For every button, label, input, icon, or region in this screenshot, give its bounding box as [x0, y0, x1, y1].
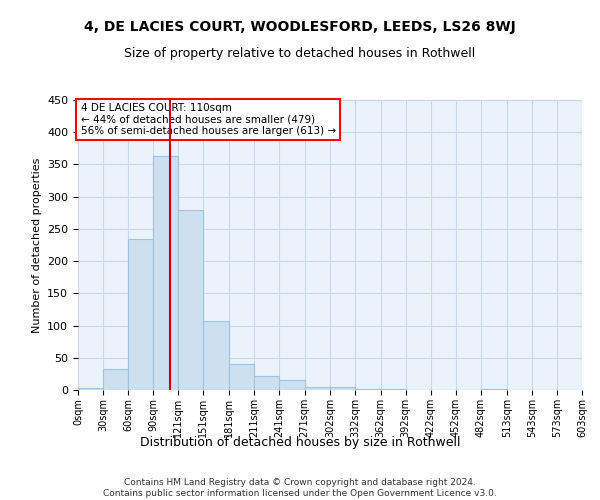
Bar	[103, 370, 128, 390]
Bar	[229, 364, 254, 390]
Y-axis label: Number of detached properties: Number of detached properties	[32, 158, 41, 332]
Bar	[78, 388, 103, 390]
Bar	[280, 380, 305, 390]
Text: 4 DE LACIES COURT: 110sqm
← 44% of detached houses are smaller (479)
56% of semi: 4 DE LACIES COURT: 110sqm ← 44% of detac…	[80, 103, 335, 136]
Bar	[128, 238, 153, 390]
Bar	[254, 376, 280, 390]
Bar	[153, 156, 178, 390]
Text: 4, DE LACIES COURT, WOODLESFORD, LEEDS, LS26 8WJ: 4, DE LACIES COURT, WOODLESFORD, LEEDS, …	[84, 20, 516, 34]
Bar	[178, 210, 203, 390]
Bar	[481, 388, 507, 390]
Bar	[305, 387, 331, 390]
Text: Distribution of detached houses by size in Rothwell: Distribution of detached houses by size …	[140, 436, 460, 449]
Text: Size of property relative to detached houses in Rothwell: Size of property relative to detached ho…	[124, 48, 476, 60]
Bar	[203, 321, 229, 390]
Text: Contains HM Land Registry data © Crown copyright and database right 2024.
Contai: Contains HM Land Registry data © Crown c…	[103, 478, 497, 498]
Bar	[331, 388, 355, 390]
